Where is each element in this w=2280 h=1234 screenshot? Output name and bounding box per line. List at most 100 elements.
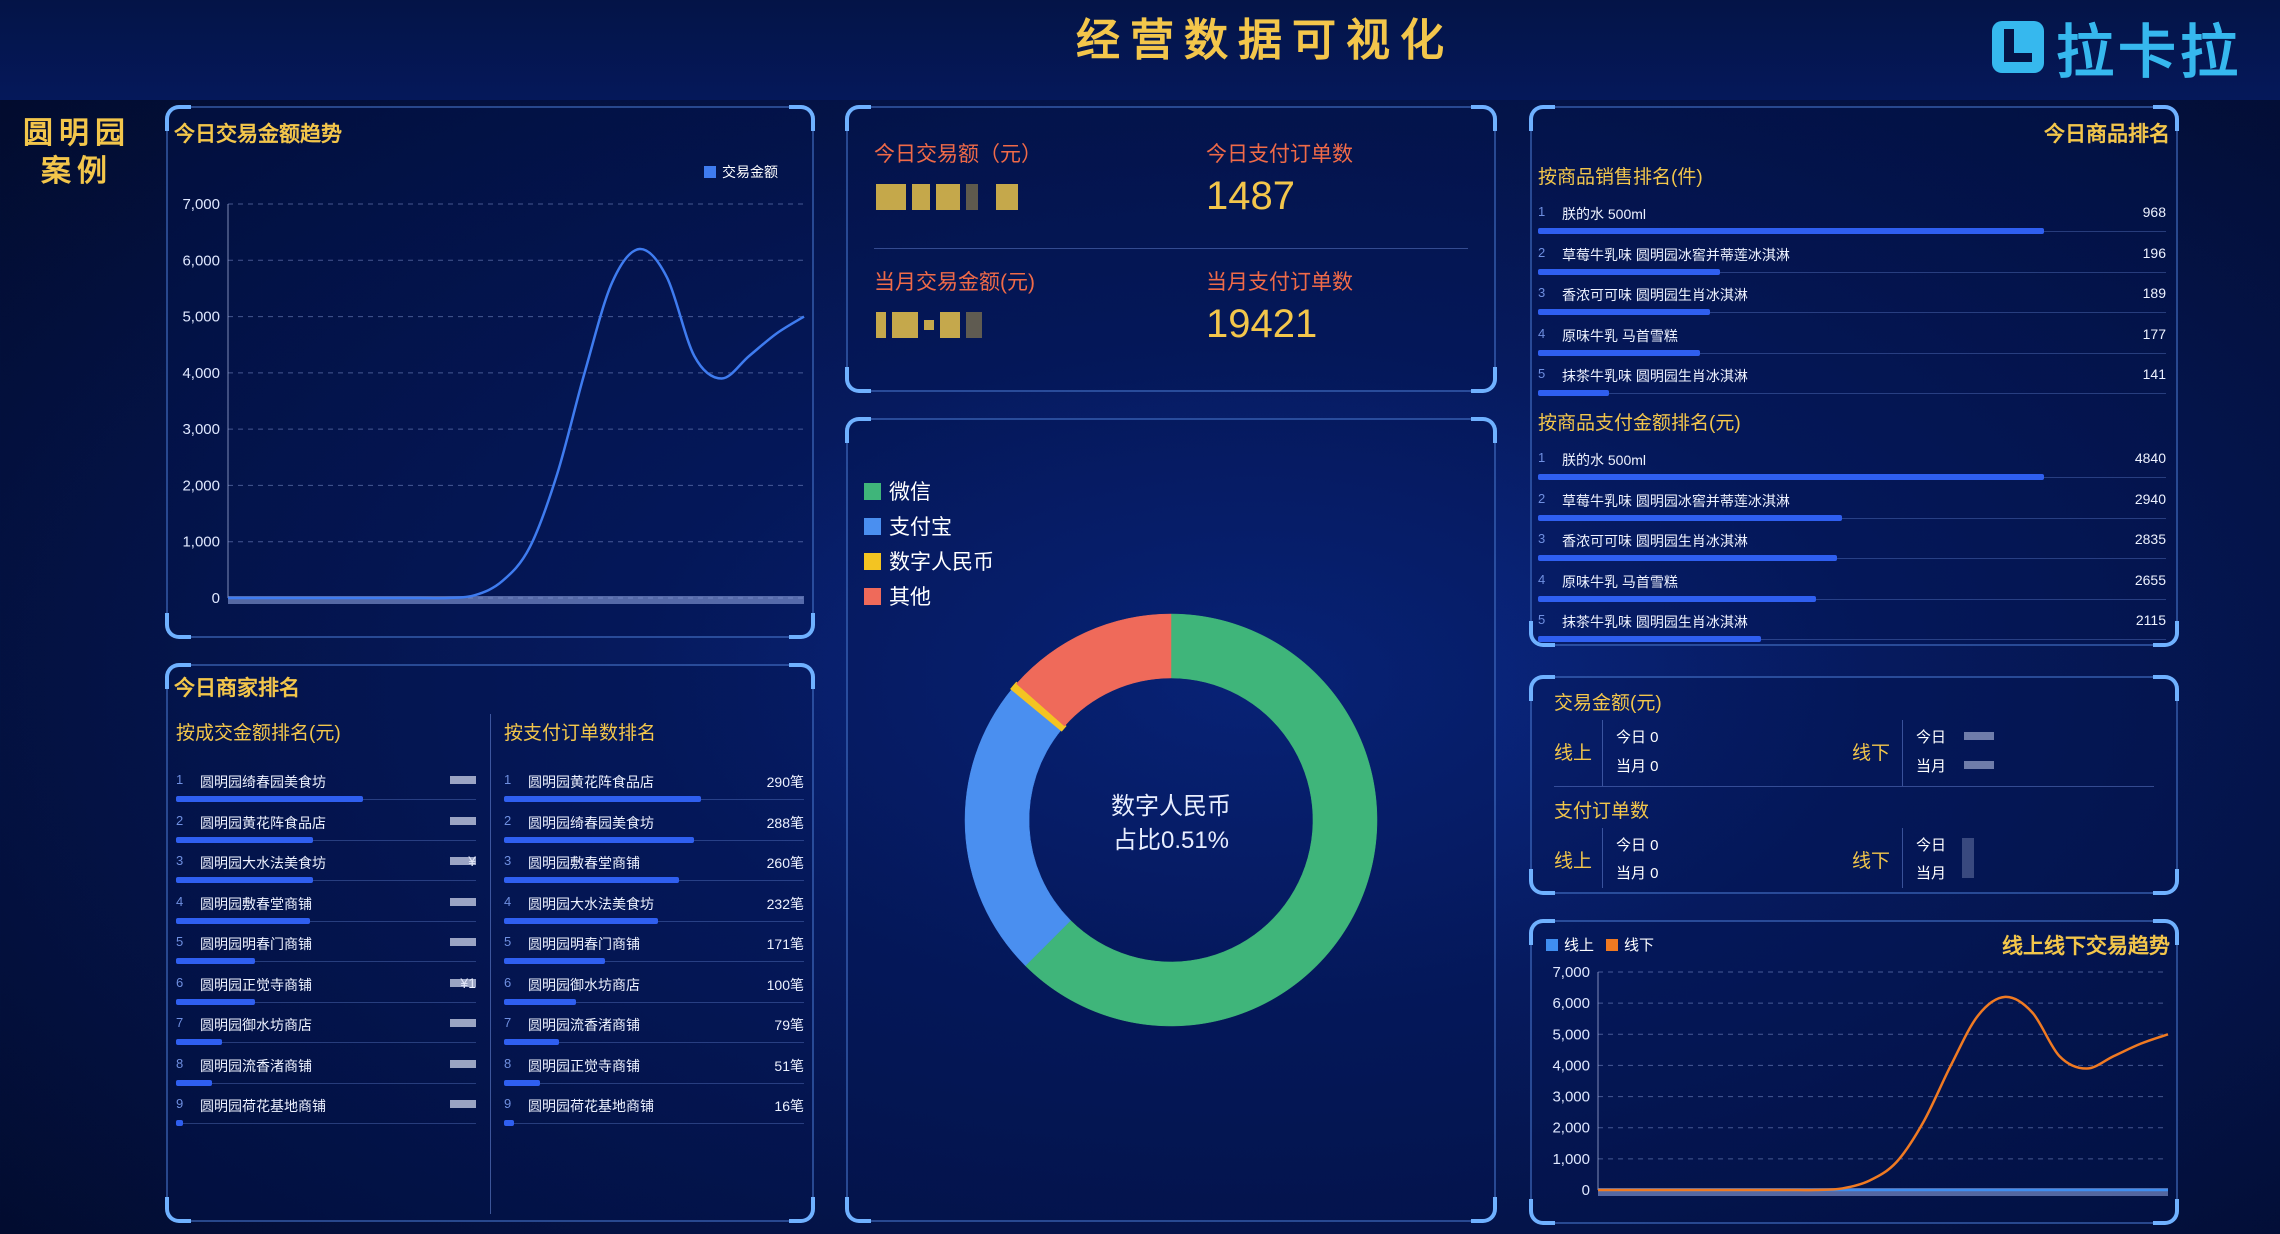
- rank-item-name: 朕的水 500ml: [1562, 206, 1647, 222]
- rank-bar: [1538, 474, 2044, 480]
- rank-item-name: 抹茶牛乳味 圆明园生肖冰淇淋: [1562, 614, 1748, 630]
- online-orders-month: 当月 0: [1616, 865, 1659, 882]
- rank-track: [1538, 558, 2166, 559]
- merchant-amount-row[interactable]: 7 圆明园御水坊商店: [176, 1009, 476, 1049]
- rank-item-value: 260笔: [766, 855, 804, 871]
- rank-item-name: 抹茶牛乳味 圆明园生肖冰淇淋: [1562, 368, 1748, 384]
- product-sales-row[interactable]: 5 抹茶牛乳味 圆明园生肖冰淇淋 141: [1538, 360, 2166, 400]
- online-amount-month: 当月 0: [1616, 758, 1659, 775]
- rank-item-name: 原味牛乳 马首雪糕: [1562, 573, 1678, 590]
- legend-other-label: 其他: [889, 586, 931, 609]
- product-sales-row[interactable]: 3 香浓可可味 圆明园生肖冰淇淋 189: [1538, 279, 2166, 319]
- online-trend-ytick-label: 1,000: [1552, 1151, 1590, 1168]
- rank-item-name: 圆明园荷花基地商铺: [528, 1098, 654, 1114]
- rank-track: [1538, 517, 2166, 519]
- legend-ecny[interactable]: 数字人民币: [864, 546, 994, 576]
- rank-number: 3: [176, 853, 184, 868]
- merchant-orders-row[interactable]: 6 圆明园御水坊商店 100笔: [504, 969, 804, 1009]
- rank-bar: [176, 877, 313, 883]
- online-trend-legend-online[interactable]: 线上: [1546, 934, 1594, 955]
- donut-slice-1[interactable]: [964, 688, 1071, 967]
- legend-wechat[interactable]: 微信: [864, 476, 931, 506]
- rank-number: 5: [504, 934, 512, 949]
- rank-number: 3: [1538, 531, 1546, 546]
- trend-ytick-label: 6,000: [182, 252, 220, 269]
- merchant-orders-row[interactable]: 3 圆明园敷春堂商铺 260笔: [504, 847, 804, 887]
- merchant-orders-row[interactable]: 5 圆明园明春门商铺 171笔: [504, 928, 804, 968]
- merchant-amount-row[interactable]: 1 圆明园绮春园美食坊: [176, 766, 476, 806]
- trend-ytick-label: 2,000: [182, 477, 220, 494]
- offline-orders-today: 今日: [1916, 837, 1947, 854]
- amount-section-underline: [1554, 786, 2154, 787]
- product-amount-row[interactable]: 5 抹茶牛乳味 圆明园生肖冰淇淋 2115: [1538, 606, 2166, 646]
- rank-bar: [176, 1039, 222, 1045]
- merchant-orders-row[interactable]: 4 圆明园大水法美食坊 232笔: [504, 888, 804, 928]
- online-trend-legend-offline[interactable]: 线下: [1606, 934, 1654, 955]
- rank-track: [1538, 352, 2166, 354]
- product-sales-row[interactable]: 4 原味牛乳 马首雪糕 177: [1538, 320, 2166, 360]
- lakala-logo: 拉卡拉: [1990, 12, 2242, 85]
- online-trend-ytick-label: 3,000: [1552, 1089, 1590, 1106]
- rank-track: [1538, 639, 2166, 640]
- product-sales-row[interactable]: 2 草莓牛乳味 圆明园冰窖并蒂莲冰淇淋 196: [1538, 239, 2166, 279]
- rank-bar: [1538, 636, 1761, 642]
- rank-track: [504, 1123, 804, 1124]
- header-band: [0, 0, 2280, 100]
- legend-alipay-label: 支付宝: [889, 516, 952, 539]
- rank-item-name: 圆明园御水坊商店: [200, 1017, 312, 1033]
- product-amount-row[interactable]: 2 草莓牛乳味 圆明园冰窖并蒂莲冰淇淋 2940: [1538, 485, 2166, 525]
- case-label: 圆明园 案例: [22, 115, 132, 191]
- legend-wechat-swatch-icon: [864, 482, 881, 500]
- product-amount-row[interactable]: 1 朕的水 500ml 4840: [1538, 444, 2166, 484]
- merchant-orders-row[interactable]: 1 圆明园黄花阵食品店 290笔: [504, 766, 804, 806]
- merchant-orders-row[interactable]: 8 圆明园正觉寺商铺 51笔: [504, 1050, 804, 1090]
- merchant-orders-row[interactable]: 7 圆明园流香渚商铺 79笔: [504, 1009, 804, 1049]
- trend-ytick-label: 3,000: [182, 421, 220, 438]
- merchant-orders-row[interactable]: 9 圆明园荷花基地商铺 16笔: [504, 1090, 804, 1130]
- online-trend-series-line-1[interactable]: [1598, 995, 2169, 1192]
- rank-bar: [1538, 309, 1711, 315]
- rank-number: 9: [176, 1096, 184, 1111]
- legend-alipay[interactable]: 支付宝: [864, 511, 952, 541]
- legend-alipay-swatch-icon: [864, 517, 881, 535]
- merchant-amount-row[interactable]: 5 圆明园明春门商铺: [176, 928, 476, 968]
- rank-item-value: 177: [2142, 325, 2166, 342]
- offline-orders-masked: [1962, 838, 1974, 878]
- trend-series-line-0[interactable]: [228, 247, 805, 600]
- rank-track: [176, 880, 476, 881]
- offline-orders-label: 线下: [1852, 851, 1891, 872]
- donut-slice-0[interactable]: [1025, 613, 1378, 1027]
- logo-text: 拉卡拉: [2056, 20, 2243, 85]
- merchant-column-divider: [490, 714, 491, 1214]
- product-sales-row[interactable]: 1 朕的水 500ml 968: [1538, 198, 2166, 238]
- merchant-orders-row[interactable]: 2 圆明园绮春园美食坊 288笔: [504, 807, 804, 847]
- rank-bar: [1538, 268, 1721, 275]
- merchant-panel-title: 今日商家排名: [174, 677, 300, 700]
- rank-item-name: 香浓可可味 圆明园生肖冰淇淋: [1562, 533, 1748, 549]
- online-orders-label: 线上: [1554, 851, 1593, 872]
- merchant-amount-row[interactable]: 9 圆明园荷花基地商铺: [176, 1090, 476, 1130]
- merchant-amount-row[interactable]: 8 圆明园流香渚商铺: [176, 1050, 476, 1090]
- product-amount-row[interactable]: 3 香浓可可味 圆明园生肖冰淇淋 2835: [1538, 525, 2166, 565]
- rank-value-masked: [450, 1059, 476, 1068]
- rank-number: 2: [1538, 490, 1546, 506]
- rank-item-value: 79笔: [774, 1017, 804, 1033]
- trend-chart: 7,000 6,000 5,000 4,000 3,000 2,000 1,000 0: [182, 196, 805, 607]
- rank-item-value: 196: [2142, 244, 2166, 261]
- rank-track: [1538, 598, 2166, 600]
- online-orders-divider: [1602, 828, 1603, 888]
- donut-center-line2: 占比0.51%: [1112, 827, 1230, 854]
- product-amount-row[interactable]: 4 原味牛乳 马首雪糕 2655: [1538, 566, 2166, 606]
- donut-slice-3[interactable]: [1016, 613, 1172, 727]
- case-label-line1: 圆明园: [23, 117, 131, 150]
- merchant-amount-row[interactable]: 4 圆明园敷春堂商铺: [176, 888, 476, 928]
- trend-legend[interactable]: 交易金额: [704, 162, 778, 182]
- rank-bar: [504, 917, 658, 924]
- rank-item-value: 16笔: [774, 1098, 804, 1114]
- merchant-amount-row[interactable]: 2 圆明园黄花阵食品店: [176, 807, 476, 847]
- offline-orders-month: 当月: [1916, 865, 1947, 882]
- rank-bar: [176, 1079, 212, 1086]
- legend-other[interactable]: 其他: [864, 581, 931, 611]
